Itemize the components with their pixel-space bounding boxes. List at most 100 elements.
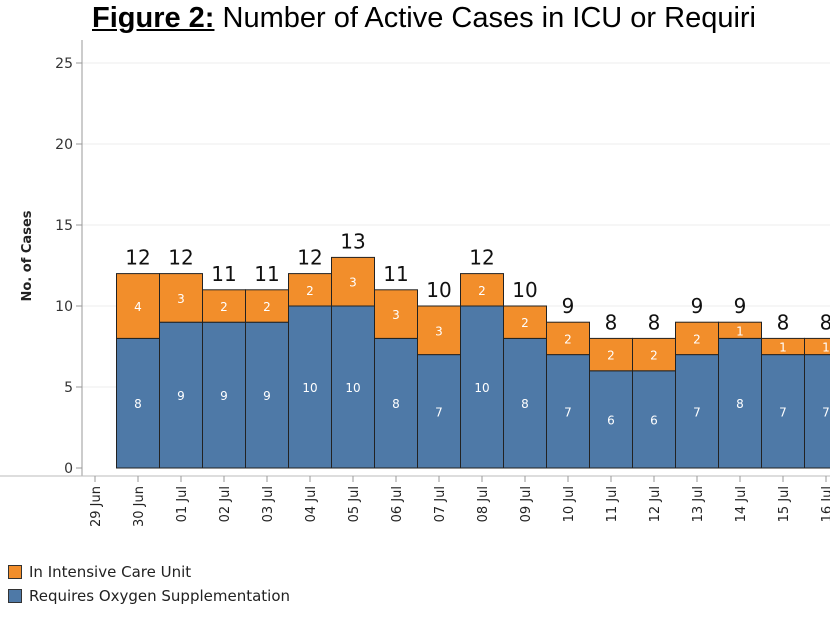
bar-label-icu: 3 [349, 276, 357, 290]
x-tick-label: 16 Jul [820, 486, 830, 522]
bar-label-oxygen: 7 [564, 405, 572, 419]
x-tick-label: 06 Jul [390, 486, 405, 522]
x-tick-label: 13 Jul [691, 486, 706, 522]
bar-label-icu: 2 [564, 332, 572, 346]
chart-title-lead: Figure 2: [92, 2, 215, 34]
bar-oxygen [417, 354, 461, 469]
bar-label-oxygen: 8 [736, 397, 744, 411]
bar-icu [159, 273, 203, 323]
x-tick-label: 09 Jul [519, 486, 534, 522]
bar-label-icu: 2 [607, 349, 615, 363]
x-tick-label: 01 Jul [175, 486, 190, 522]
x-tick-label: 07 Jul [433, 486, 448, 522]
bar-label-oxygen: 7 [779, 405, 787, 419]
bar-total-label: 8 [605, 310, 618, 334]
legend-label-oxygen: Requires Oxygen Supplementation [29, 587, 291, 605]
bar-total-label: 13 [340, 229, 365, 253]
bar-oxygen [546, 354, 590, 469]
bar-total-label: 12 [125, 246, 150, 270]
bar-oxygen [288, 305, 332, 469]
bar-label-oxygen: 10 [345, 381, 360, 395]
bar-oxygen [675, 354, 719, 469]
bar-total-label: 9 [562, 294, 575, 318]
bar-oxygen [245, 321, 289, 469]
bar-icu [331, 256, 375, 307]
legend-item-oxygen: Requires Oxygen Supplementation [8, 584, 290, 608]
x-tick-label: 29 Jun [89, 486, 104, 527]
bar-icu [503, 305, 547, 339]
chart-legend: In Intensive Care Unit Requires Oxygen S… [8, 560, 290, 608]
bar-total-label: 12 [469, 246, 494, 270]
bar-icu [804, 337, 830, 356]
bar-label-icu: 1 [736, 324, 744, 338]
bar-label-oxygen: 7 [693, 405, 701, 419]
bar-total-label: 12 [168, 246, 193, 270]
bar-total-label: 8 [820, 310, 830, 334]
bar-oxygen [331, 305, 375, 469]
bar-total-label: 8 [648, 310, 661, 334]
bar-oxygen [374, 337, 418, 469]
bar-icu [202, 289, 246, 323]
bar-label-oxygen: 10 [302, 381, 317, 395]
bar-label-oxygen: 10 [474, 381, 489, 395]
bar-label-oxygen: 9 [177, 389, 185, 403]
bar-total-label: 10 [426, 278, 451, 302]
bar-oxygen [202, 321, 246, 469]
bar-label-icu: 2 [478, 284, 486, 298]
bar-label-icu: 4 [134, 300, 142, 314]
bar-label-icu: 2 [521, 316, 529, 330]
bar-oxygen [503, 337, 547, 469]
bar-oxygen [460, 305, 504, 469]
bar-icu [460, 273, 504, 307]
x-tick-label: 11 Jul [605, 486, 620, 522]
y-tick-label: 15 [55, 218, 73, 234]
bar-total-label: 11 [254, 262, 279, 286]
bar-label-oxygen: 8 [392, 397, 400, 411]
bar-label-oxygen: 6 [607, 413, 615, 427]
bar-label-oxygen: 9 [220, 389, 228, 403]
bar-icu [417, 305, 461, 356]
y-tick-label: 10 [55, 299, 73, 315]
bar-icu [245, 289, 289, 323]
bar-label-oxygen: 7 [435, 405, 443, 419]
bar-label-icu: 1 [779, 341, 787, 355]
bar-icu [632, 337, 676, 372]
bar-label-oxygen: 9 [263, 389, 271, 403]
x-tick-label: 30 Jun [132, 486, 147, 527]
bar-total-label: 10 [512, 278, 537, 302]
bar-label-icu: 3 [177, 292, 185, 306]
bar-label-icu: 2 [693, 332, 701, 346]
x-tick-label: 05 Jul [347, 486, 362, 522]
x-tick-label: 02 Jul [218, 486, 233, 522]
y-tick-label: 0 [64, 461, 73, 477]
x-tick-label: 12 Jul [648, 486, 663, 522]
bar-label-oxygen: 7 [822, 405, 830, 419]
bar-icu [589, 337, 633, 372]
x-tick-label: 03 Jul [261, 486, 276, 522]
bar-label-icu: 2 [306, 284, 314, 298]
bar-label-icu: 1 [822, 341, 830, 355]
bar-oxygen [159, 321, 203, 469]
x-tick-label: 15 Jul [777, 486, 792, 522]
y-tick-label: 25 [55, 56, 73, 72]
y-tick-label: 20 [55, 137, 73, 153]
x-tick-label: 10 Jul [562, 486, 577, 522]
bar-label-icu: 2 [220, 300, 228, 314]
bar-label-icu: 2 [263, 300, 271, 314]
bar-icu [288, 273, 332, 307]
x-tick-label: 14 Jul [734, 486, 749, 522]
bar-total-label: 9 [691, 294, 704, 318]
x-tick-label: 08 Jul [476, 486, 491, 522]
bar-label-oxygen: 8 [134, 397, 142, 411]
bar-label-oxygen: 8 [521, 397, 529, 411]
legend-swatch-icu [8, 565, 22, 579]
y-tick-label: 5 [64, 380, 73, 396]
bar-total-label: 11 [211, 262, 236, 286]
bar-label-icu: 2 [650, 349, 658, 363]
bar-icu [718, 321, 762, 339]
legend-swatch-oxygen [8, 589, 22, 603]
chart-title: Figure 2: Number of Active Cases in ICU … [92, 2, 756, 35]
bar-label-oxygen: 6 [650, 413, 658, 427]
bar-oxygen [589, 370, 633, 469]
